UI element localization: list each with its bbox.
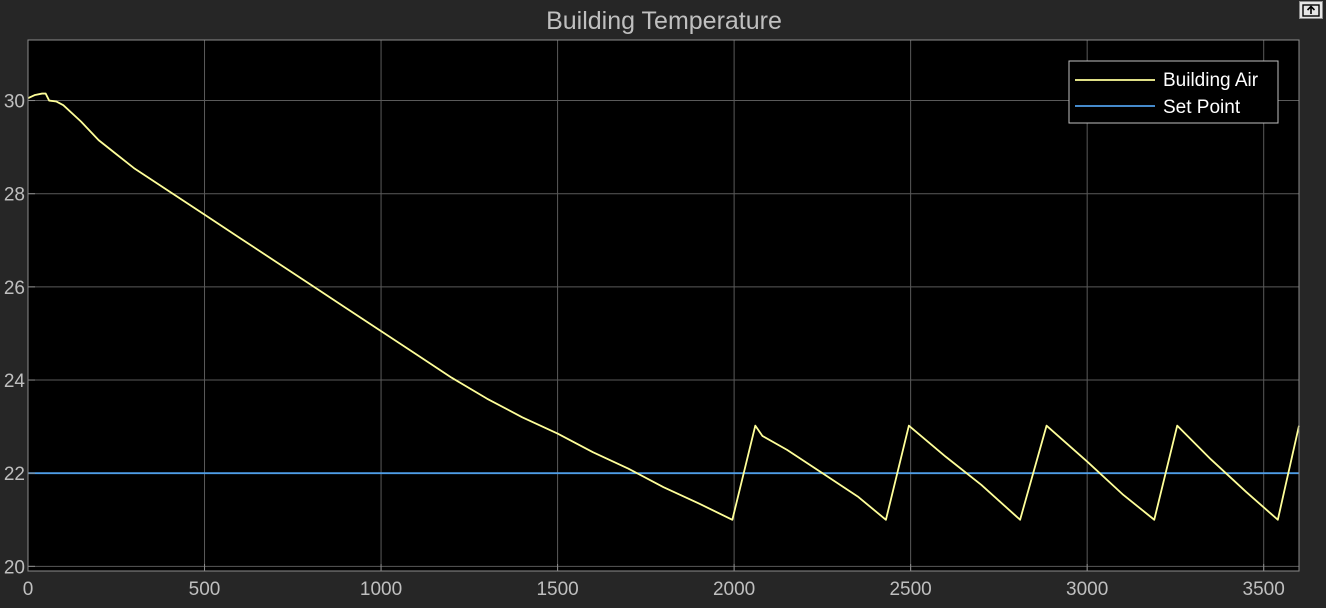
y-tick-label: 28 [4, 185, 25, 206]
x-tick-label: 1500 [536, 579, 578, 600]
grid-lines [27, 40, 1299, 571]
x-tick-label: 500 [189, 579, 221, 600]
legend-label-set-point: Set Point [1163, 97, 1241, 118]
y-tick-label: 24 [4, 371, 26, 392]
series-line-building-air [27, 92, 1300, 521]
plot-frame [27, 39, 1300, 572]
series-layer [27, 92, 1300, 521]
x-tick-label: 1000 [360, 579, 402, 600]
x-tick-label: 3000 [1066, 579, 1108, 600]
legend-label-building-air: Building Air [1163, 70, 1259, 91]
legend[interactable]: Building Air Set Point [1068, 60, 1279, 124]
y-tick-label: 30 [4, 92, 25, 113]
undock-button[interactable] [1299, 1, 1323, 19]
x-axis-ticks: 0 500 1000 1500 2000 2500 3000 3500 [23, 564, 1285, 600]
x-tick-label: 3500 [1243, 579, 1285, 600]
y-tick-label: 20 [4, 557, 25, 578]
undock-icon [1302, 4, 1320, 17]
x-tick-label: 2000 [713, 579, 755, 600]
y-tick-label: 22 [4, 464, 25, 485]
x-tick-label: 0 [23, 579, 34, 600]
legend-box [1068, 60, 1279, 124]
chart-title: Building Temperature [546, 7, 782, 35]
y-tick-label: 26 [4, 278, 25, 299]
x-tick-label: 2500 [889, 579, 931, 600]
y-axis-ticks: 20 22 24 26 28 30 [4, 92, 35, 578]
